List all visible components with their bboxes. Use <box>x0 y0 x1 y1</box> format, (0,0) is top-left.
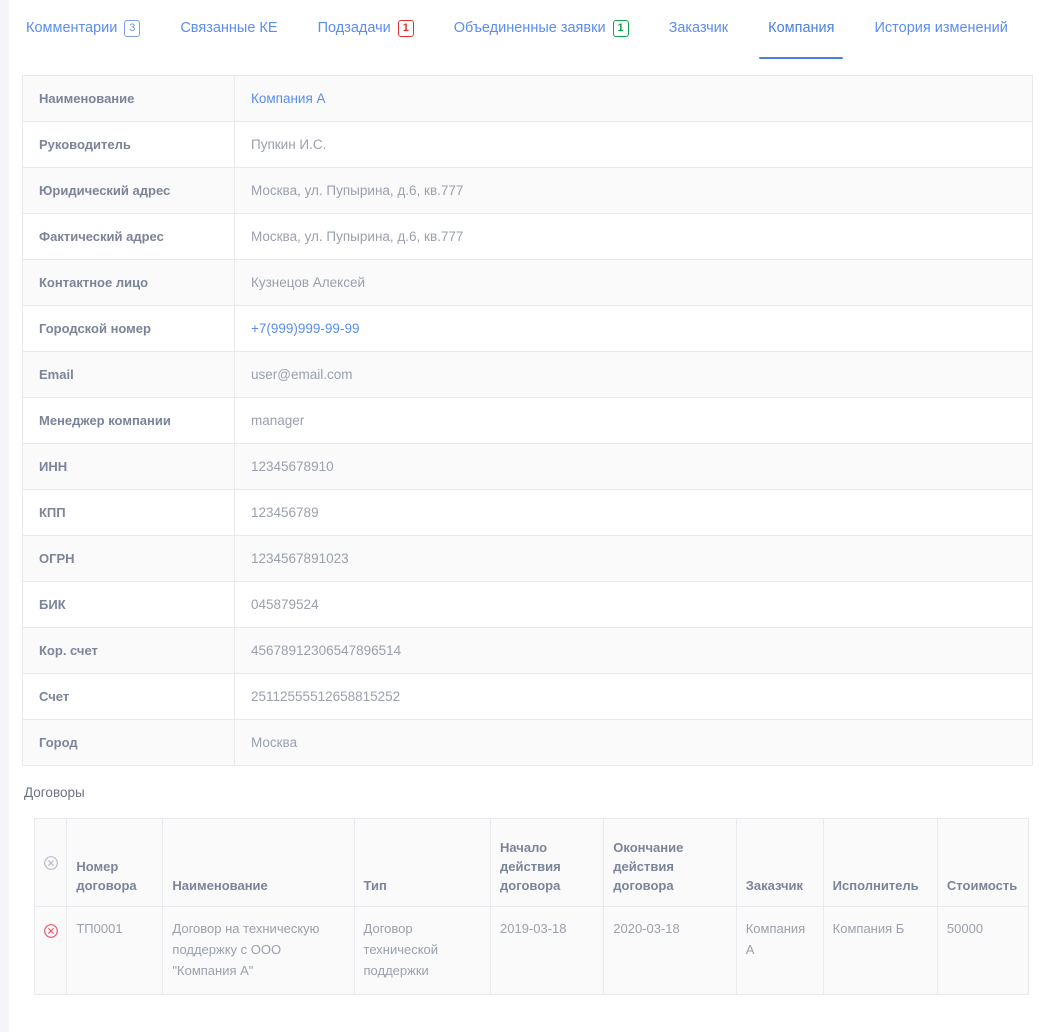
field-value-city: Москва <box>234 719 1033 766</box>
column-header-executor[interactable]: Исполнитель <box>822 818 938 907</box>
field-label: БИК <box>22 581 235 628</box>
field-value-kpp: 123456789 <box>234 489 1033 536</box>
field-label: Городской номер <box>22 305 235 352</box>
field-label: ОГРН <box>22 535 235 582</box>
table-row: Счет 25112555512658815252 <box>22 673 1033 720</box>
field-value-email: user@email.com <box>234 351 1033 398</box>
column-header-customer[interactable]: Заказчик <box>735 818 824 907</box>
cell-end-date: 2020-03-18 <box>603 906 737 995</box>
field-value-account: 25112555512658815252 <box>234 673 1033 720</box>
table-row: Фактический адрес Москва, ул. Пупырина, … <box>22 213 1033 260</box>
table-row: Контактное лицо Кузнецов Алексей <box>22 259 1033 306</box>
table-row: Менеджер компании manager <box>22 397 1033 444</box>
tab-label: История изменений <box>874 20 1008 37</box>
circle-x-icon <box>43 855 59 871</box>
tab-label: Компания <box>768 20 835 37</box>
cell-number: ТП0001 <box>66 906 164 995</box>
field-label: Фактический адрес <box>22 213 235 260</box>
field-label: Юридический адрес <box>22 167 235 214</box>
tab-badge-count: 1 <box>612 20 629 37</box>
tab-subtasks[interactable]: Подзадачи 1 <box>318 0 414 59</box>
table-row: Городской номер +7(999)999-99-99 <box>22 305 1033 352</box>
field-value-manager: manager <box>234 397 1033 444</box>
tab-label: Связанные КЕ <box>180 20 278 37</box>
tab-change-history[interactable]: История изменений <box>874 0 1007 59</box>
tab-label: Объединенные заявки <box>453 20 606 37</box>
contracts-section-title: Договоры <box>24 785 85 800</box>
tab-comments[interactable]: Комментарии 3 <box>26 0 141 59</box>
field-value-phone[interactable]: +7(999)999-99-99 <box>234 305 1033 352</box>
tab-customer[interactable]: Заказчик <box>669 0 729 59</box>
contracts-table: Номер договора Наименование Тип Начало д… <box>33 818 1030 995</box>
column-header-start-date[interactable]: Начало действия договора <box>490 818 605 907</box>
row-select-cell[interactable] <box>33 906 68 995</box>
column-header-end-date[interactable]: Окончание действия договора <box>603 818 737 907</box>
tab-label: Подзадачи <box>317 20 391 37</box>
field-label: ИНН <box>22 443 235 490</box>
select-all-header[interactable] <box>33 818 68 907</box>
tab-bar: Комментарии 3 Связанные КЕ Подзадачи 1 О… <box>9 0 1050 59</box>
table-row: Город Москва <box>22 719 1033 766</box>
field-label: Руководитель <box>22 121 235 168</box>
table-header-row: Номер договора Наименование Тип Начало д… <box>33 818 1030 907</box>
table-row: Руководитель Пупкин И.С. <box>22 121 1033 168</box>
tab-badge-count: 3 <box>124 20 141 37</box>
cell-cost: 50000 <box>936 906 1030 995</box>
table-row: ОГРН 1234567891023 <box>22 535 1033 582</box>
tab-label: Заказчик <box>668 20 729 37</box>
field-label: Контактное лицо <box>22 259 235 306</box>
contracts-table-wrap: Номер договора Наименование Тип Начало д… <box>22 818 1037 995</box>
table-row: ИНН 12345678910 <box>22 443 1033 490</box>
contracts-table-head: Номер договора Наименование Тип Начало д… <box>33 818 1030 907</box>
field-value-company-name[interactable]: Компания А <box>234 75 1033 122</box>
contracts-table-body: ТП0001 Договор на техническую поддержку … <box>33 906 1030 995</box>
column-header-name[interactable]: Наименование <box>162 818 355 907</box>
field-value-director: Пупкин И.С. <box>234 121 1033 168</box>
company-info-table: Наименование Компания А Руководитель Пуп… <box>22 75 1033 766</box>
field-value-contact-person: Кузнецов Алексей <box>234 259 1033 306</box>
tab-badge-count: 1 <box>397 20 414 37</box>
field-label: Наименование <box>22 75 235 122</box>
field-value-actual-address: Москва, ул. Пупырина, д.6, кв.777 <box>234 213 1033 260</box>
table-row: Наименование Компания А <box>22 75 1033 122</box>
tab-panel-company: Наименование Компания А Руководитель Пуп… <box>9 59 1050 1032</box>
field-value-ogrn: 1234567891023 <box>234 535 1033 582</box>
field-value-inn: 12345678910 <box>234 443 1033 490</box>
column-header-cost[interactable]: Стоимость <box>936 818 1030 907</box>
field-label: КПП <box>22 489 235 536</box>
table-row: КПП 123456789 <box>22 489 1033 536</box>
cell-name: Договор на техническую поддержку с ООО "… <box>162 906 355 995</box>
cell-type: Договор технической поддержки <box>353 906 492 995</box>
field-label: Город <box>22 719 235 766</box>
field-label: Счет <box>22 673 235 720</box>
field-label: Кор. счет <box>22 627 235 674</box>
tab-label: Комментарии <box>26 20 118 37</box>
active-tab-indicator <box>759 56 844 59</box>
table-row: Email user@email.com <box>22 351 1033 398</box>
column-header-type[interactable]: Тип <box>353 818 492 907</box>
field-value-corr-account: 45678912306547896514 <box>234 627 1033 674</box>
field-value-bik: 045879524 <box>234 581 1033 628</box>
field-value-legal-address: Москва, ул. Пупырина, д.6, кв.777 <box>234 167 1033 214</box>
cell-executor: Компания Б <box>822 906 938 995</box>
table-row: Кор. счет 45678912306547896514 <box>22 627 1033 674</box>
field-label: Менеджер компании <box>22 397 235 444</box>
company-info-body: Наименование Компания А Руководитель Пуп… <box>22 75 1033 766</box>
field-label: Email <box>22 351 235 398</box>
cell-customer: Компания А <box>735 906 824 995</box>
tab-merged-requests[interactable]: Объединенные заявки 1 <box>454 0 629 59</box>
circle-x-icon <box>43 923 59 939</box>
cell-start-date: 2019-03-18 <box>490 906 605 995</box>
table-row: БИК 045879524 <box>22 581 1033 628</box>
table-row: ТП0001 Договор на техническую поддержку … <box>33 906 1030 995</box>
table-row: Юридический адрес Москва, ул. Пупырина, … <box>22 167 1033 214</box>
tab-company[interactable]: Компания <box>759 0 844 59</box>
column-header-number[interactable]: Номер договора <box>66 818 164 907</box>
tab-related-ci[interactable]: Связанные КЕ <box>180 0 277 59</box>
